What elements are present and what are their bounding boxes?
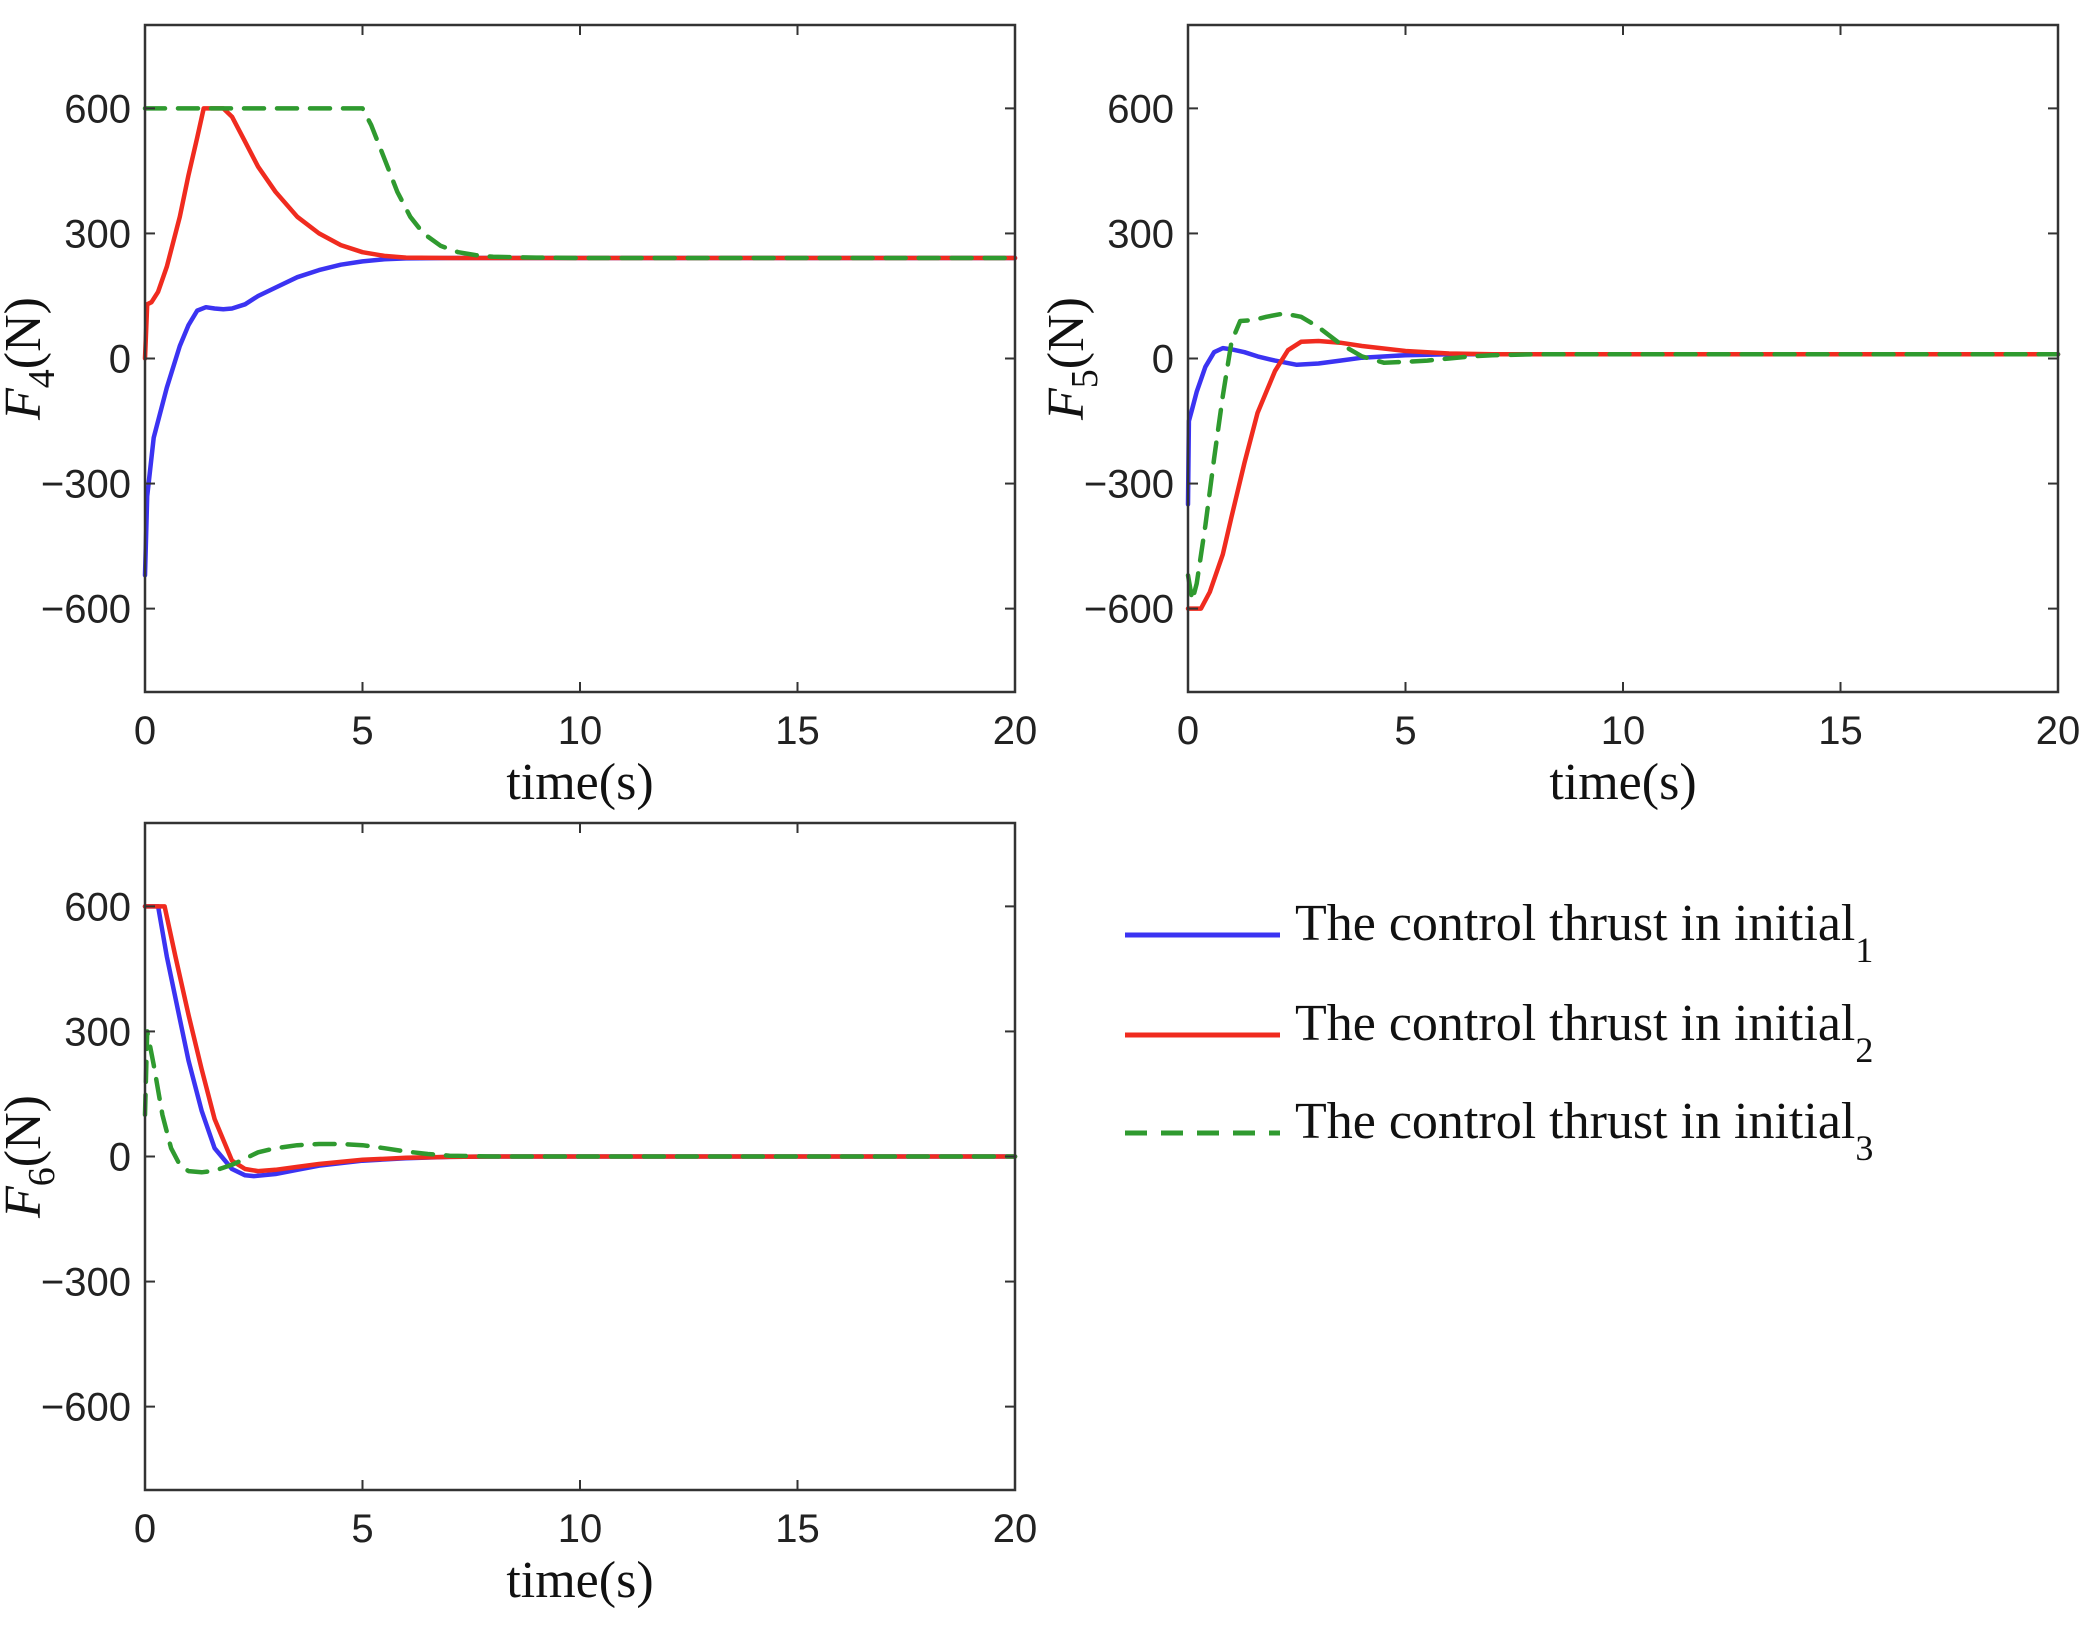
y-axis-title: F5(N) (1038, 297, 1106, 421)
x-axis-title: time(s) (506, 754, 653, 811)
x-tick-label: 15 (775, 709, 820, 753)
plot-frame-F4 (143, 23, 1017, 694)
plot-frame-F5 (1186, 23, 2060, 694)
x-tick-label: 0 (134, 1507, 156, 1551)
y-tick-label: 300 (1107, 212, 1174, 256)
chart-F4: 0 5 10 15 20 600 300 0 −300 −600 time(s) F4(N) (0, 23, 1038, 811)
y-tick-label: −300 (41, 463, 131, 507)
series-line-F5-3 (1185, 311, 2061, 603)
y-tick-label: −600 (41, 1386, 131, 1430)
y-axis-title: F6(N) (0, 1095, 63, 1219)
x-tick-label: 5 (1394, 709, 1416, 753)
y-tick-label: 600 (1107, 87, 1174, 131)
series-line-F4-3 (142, 106, 1018, 261)
x-tick-label: 5 (351, 709, 373, 753)
legend-label-2: The control thrust in initial2 (1295, 995, 1873, 1070)
x-tick-label: 0 (1177, 709, 1199, 753)
plots-group: 0 5 10 15 20 600 300 0 −300 −600 time(s) F4(N) 0 5 10 1… (0, 23, 2081, 1609)
y-tick-label: 600 (64, 885, 131, 929)
x-tick-label: 20 (993, 709, 1038, 753)
x-tick-label: 20 (993, 1507, 1038, 1551)
legend: The control thrust in initial1 The contr… (1125, 895, 1873, 1168)
x-tick-label: 10 (1601, 709, 1646, 753)
legend-label-3: The control thrust in initial3 (1295, 1093, 1873, 1168)
y-tick-label: −600 (41, 588, 131, 632)
x-tick-label: 10 (558, 709, 603, 753)
chart-F5: 0 5 10 15 20 600 300 0 −300 −600 time(s) F5(N) (1038, 23, 2081, 811)
series-line-F5-2 (1185, 338, 2061, 611)
x-tick-label: 10 (558, 1507, 603, 1551)
x-tick-label: 0 (134, 709, 156, 753)
series-line-F4-2 (142, 106, 1018, 361)
y-tick-label: −300 (41, 1261, 131, 1305)
series-line-F6-2 (142, 904, 1018, 1174)
y-tick-label: 600 (64, 87, 131, 131)
x-axis-title: time(s) (1549, 754, 1696, 811)
x-tick-label: 15 (1818, 709, 1863, 753)
series-line-F6-1 (142, 904, 1018, 1179)
legend-label-1: The control thrust in initial1 (1295, 895, 1873, 970)
chart-F6: 0 5 10 15 20 600 300 0 −300 −600 time(s) F6(N) (0, 821, 1038, 1609)
x-tick-label: 5 (351, 1507, 373, 1551)
y-tick-label: 0 (1152, 338, 1174, 382)
x-tick-label: 20 (2036, 709, 2081, 753)
series-line-F4-1 (142, 255, 1018, 578)
x-tick-label: 15 (775, 1507, 820, 1551)
y-tick-label: −600 (1084, 588, 1174, 632)
y-tick-label: 0 (109, 1136, 131, 1180)
y-tick-label: 300 (64, 212, 131, 256)
x-axis-title: time(s) (506, 1552, 653, 1609)
series-line-F5-1 (1185, 345, 2061, 507)
series-line-F6-3 (142, 1029, 1018, 1175)
y-tick-label: 0 (109, 338, 131, 382)
y-axis-title: F4(N) (0, 297, 63, 421)
y-tick-label: −300 (1084, 463, 1174, 507)
y-tick-label: 300 (64, 1010, 131, 1054)
